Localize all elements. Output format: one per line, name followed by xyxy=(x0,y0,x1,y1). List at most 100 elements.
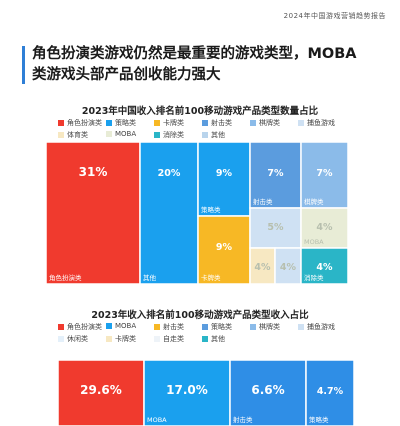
chart1-legend-item: 消除类 xyxy=(154,130,184,140)
chart1-cell: 20% 其他 xyxy=(139,142,199,285)
chart1-legend-item: 角色扮演类 xyxy=(58,118,102,128)
chart2-legend-item: MOBA xyxy=(106,322,136,330)
chart1-cell: 4% xyxy=(249,247,276,285)
chart2-treemap: 29.6% 17.0% MOBA 6.6% 射击类 4.7% 策略类 xyxy=(57,360,355,426)
chart1-legend-swatch xyxy=(202,132,208,138)
chart2-legend-swatch xyxy=(58,324,64,330)
chart1-legend-item: 捕鱼游戏 xyxy=(298,118,335,128)
chart2-legend-item: 射击类 xyxy=(154,322,184,332)
chart1-cell-rect xyxy=(300,207,349,249)
chart2-cell: 6.6% 射击类 xyxy=(229,360,307,426)
chart1-legend-swatch xyxy=(106,120,112,126)
chart1-cell: 4%消除类 xyxy=(300,247,349,285)
chart1-legend-label: MOBA xyxy=(115,130,137,138)
chart1-legend-label: 捕鱼游戏 xyxy=(307,119,335,127)
chart2-cell-value: 4.7% xyxy=(317,386,344,397)
chart2-legend-item: 捕鱼游戏 xyxy=(298,322,335,332)
chart2-legend-label: 策略类 xyxy=(211,323,232,331)
chart1-cell-value: 7% xyxy=(316,168,333,179)
chart1-legend-swatch xyxy=(250,120,256,126)
chart2-cell-label: MOBA xyxy=(147,416,167,424)
chart2-legend-label: 休闲类 xyxy=(67,335,88,343)
chart1-cell-rect xyxy=(45,142,141,285)
headline-block: 角色扮演类游戏仍然是最重要的游戏类型，MOBA 类游戏头部产品创收能力强大 xyxy=(22,44,392,86)
chart1-cell: 4% MOBA xyxy=(300,207,349,249)
chart1-treemap: 31% 角色扮演类 20% 其他 9% 策略类 9% 卡牌类 7% 射击类 7% 棋牌类 5% 4% 4% M… xyxy=(45,142,349,285)
chart2-legend-swatch xyxy=(58,336,64,342)
chart2-legend-label: MOBA xyxy=(115,322,137,330)
chart1-legend-item: 其他 xyxy=(202,130,225,140)
chart2-legend-item: 卡牌类 xyxy=(106,334,136,344)
chart1-cell: 5% xyxy=(249,207,302,249)
chart1-cell-value: 4% xyxy=(280,262,297,273)
chart2-legend: 角色扮演类 MOBA 射击类 策略类 棋牌类 捕鱼游戏休闲类 卡牌类 自走类 其他 xyxy=(58,322,358,346)
chart2-legend-swatch xyxy=(154,336,160,342)
chart2-cell: 29.6% xyxy=(57,360,145,426)
chart1-cell-label: 卡牌类 xyxy=(201,273,221,282)
chart1-legend-label: 体育类 xyxy=(67,131,88,139)
chart1-cell: 31% 角色扮演类 xyxy=(45,142,141,285)
chart1-cell-value: 9% xyxy=(216,168,233,179)
chart1-cell: 7% 棋牌类 xyxy=(300,142,349,209)
chart2-cell-value: 17.0% xyxy=(166,383,208,397)
chart1-title: 2023年中国收入排名前100移动游戏产品类型数量占比 xyxy=(81,106,319,117)
chart2-legend-item: 休闲类 xyxy=(58,334,88,344)
chart1-cell-value: 20% xyxy=(158,168,181,179)
chart1-legend-label: 消除类 xyxy=(163,131,184,139)
chart2-legend-swatch xyxy=(106,323,112,329)
chart1-cell: 9% 策略类 xyxy=(197,142,251,217)
headline-accent-bar xyxy=(22,46,25,84)
chart1-cell-rect xyxy=(249,142,302,209)
chart1-legend-item: 策略类 xyxy=(106,118,136,128)
chart2-legend-swatch xyxy=(202,324,208,330)
chart1-cell-rect xyxy=(300,247,349,285)
chart1-cell-rect xyxy=(197,142,251,217)
chart1-legend-item: MOBA xyxy=(106,130,136,138)
chart2-legend-label: 捕鱼游戏 xyxy=(307,323,335,331)
chart1-cell-value: 4% xyxy=(316,222,333,233)
chart2-legend-swatch xyxy=(250,324,256,330)
chart2-legend-label: 角色扮演类 xyxy=(67,323,102,331)
headline-line-1: 角色扮演类游戏仍然是最重要的游戏类型，MOBA xyxy=(32,46,357,62)
chart1-cell-label: 其他 xyxy=(143,273,157,282)
chart1-legend-swatch xyxy=(58,132,64,138)
chart2-legend-label: 其他 xyxy=(211,335,225,343)
chart2-legend-item: 其他 xyxy=(202,334,225,344)
chart1-cell-label: 策略类 xyxy=(201,205,221,214)
chart2-cell-label: 策略类 xyxy=(309,415,329,424)
chart2-legend-label: 射击类 xyxy=(163,323,184,331)
chart2-legend-swatch xyxy=(298,324,304,330)
chart2-legend-item: 策略类 xyxy=(202,322,232,332)
chart2-legend-swatch xyxy=(106,336,112,342)
chart1-legend-label: 其他 xyxy=(211,131,225,139)
chart2-legend-swatch xyxy=(154,324,160,330)
chart1-legend-item: 卡牌类 xyxy=(154,118,184,128)
headline-line-2: 类游戏头部产品创收能力强大 xyxy=(32,67,221,83)
chart1-legend-swatch xyxy=(202,120,208,126)
chart2-cell: 4.7% 策略类 xyxy=(305,360,355,426)
chart2-legend-item: 自走类 xyxy=(154,334,184,344)
chart1-cell: 9% 卡牌类 xyxy=(197,215,251,285)
chart1-legend-item: 体育类 xyxy=(58,130,88,140)
chart2-cell-value: 6.6% xyxy=(251,383,284,397)
chart1-cell-rect xyxy=(300,142,349,209)
chart1-legend-item: 棋牌类 xyxy=(250,118,280,128)
chart1-cell-label: 角色扮演类 xyxy=(49,273,82,282)
chart1-cell: 7% 射击类 xyxy=(249,142,302,209)
chart2-legend-label: 棋牌类 xyxy=(259,323,280,331)
headline: 角色扮演类游戏仍然是最重要的游戏类型，MOBA 类游戏头部产品创收能力强大 xyxy=(32,44,392,86)
chart1-legend-swatch xyxy=(106,131,112,137)
chart1-legend-label: 棋牌类 xyxy=(259,119,280,127)
chart1-cell-value: 4% xyxy=(316,262,333,273)
chart1-cell-value: 7% xyxy=(267,168,284,179)
chart1-cell-rect xyxy=(197,215,251,285)
chart1-legend-label: 卡牌类 xyxy=(163,119,184,127)
chart2-legend-label: 卡牌类 xyxy=(115,335,136,343)
chart1-legend-swatch xyxy=(154,132,160,138)
chart1-cell-value: 4% xyxy=(254,262,271,273)
chart1-legend-swatch xyxy=(58,120,64,126)
chart1-legend-item: 射击类 xyxy=(202,118,232,128)
chart2-legend-swatch xyxy=(202,336,208,342)
chart1-legend-label: 射击类 xyxy=(211,119,232,127)
chart1-cell-label: MOBA xyxy=(304,238,324,246)
